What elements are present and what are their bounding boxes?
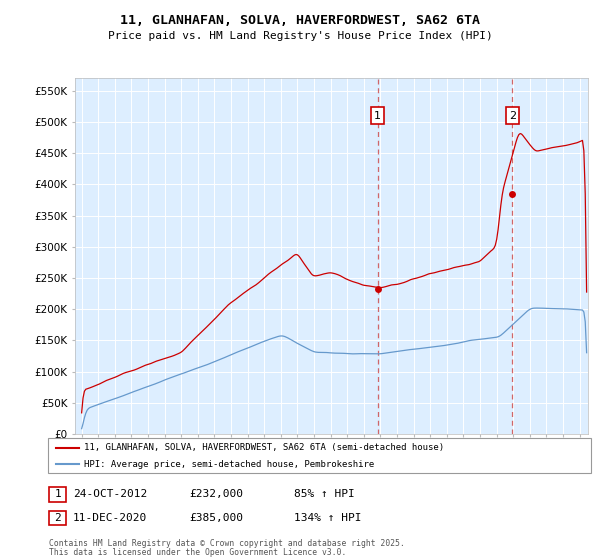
Text: 85% ↑ HPI: 85% ↑ HPI <box>294 489 355 500</box>
Text: HPI: Average price, semi-detached house, Pembrokeshire: HPI: Average price, semi-detached house,… <box>84 460 374 469</box>
Text: 2: 2 <box>509 111 516 121</box>
Text: 134% ↑ HPI: 134% ↑ HPI <box>294 513 361 523</box>
Text: 11-DEC-2020: 11-DEC-2020 <box>73 513 148 523</box>
Text: 1: 1 <box>54 489 61 500</box>
Text: £385,000: £385,000 <box>189 513 243 523</box>
Text: 2: 2 <box>54 513 61 523</box>
Text: 1: 1 <box>374 111 381 121</box>
Text: 24-OCT-2012: 24-OCT-2012 <box>73 489 148 500</box>
Text: Contains HM Land Registry data © Crown copyright and database right 2025.: Contains HM Land Registry data © Crown c… <box>49 539 405 548</box>
Text: 11, GLANHAFAN, SOLVA, HAVERFORDWEST, SA62 6TA: 11, GLANHAFAN, SOLVA, HAVERFORDWEST, SA6… <box>120 14 480 27</box>
Text: Price paid vs. HM Land Registry's House Price Index (HPI): Price paid vs. HM Land Registry's House … <box>107 31 493 41</box>
Text: £232,000: £232,000 <box>189 489 243 500</box>
Text: This data is licensed under the Open Government Licence v3.0.: This data is licensed under the Open Gov… <box>49 548 347 557</box>
Text: 11, GLANHAFAN, SOLVA, HAVERFORDWEST, SA62 6TA (semi-detached house): 11, GLANHAFAN, SOLVA, HAVERFORDWEST, SA6… <box>84 444 444 452</box>
